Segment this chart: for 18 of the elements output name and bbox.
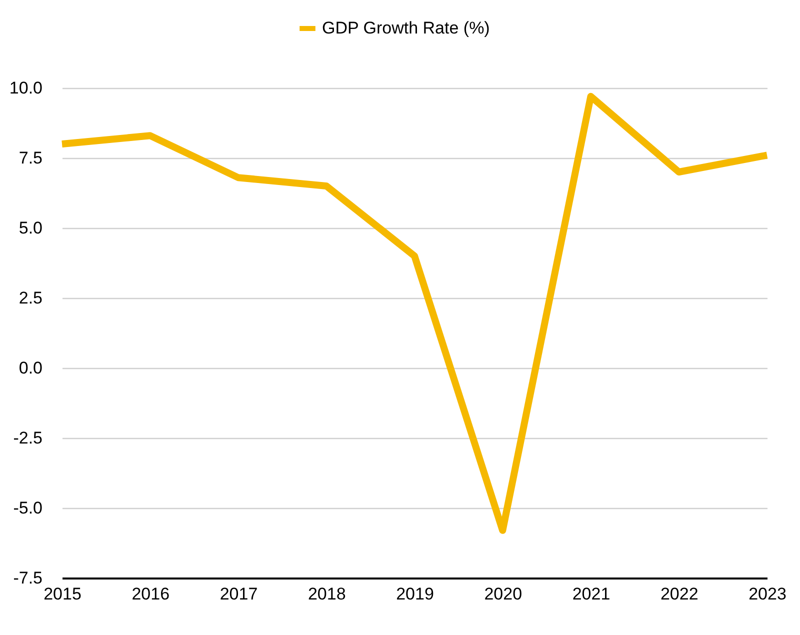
- y-tick-label: 0.0: [18, 358, 42, 378]
- x-tick-label: 2021: [572, 584, 610, 604]
- y-tick-label: -2.5: [13, 428, 42, 448]
- y-tick-label: 10.0: [9, 78, 42, 98]
- x-tick-label: 2015: [44, 584, 82, 604]
- x-tick-label: 2023: [748, 584, 786, 604]
- y-tick-label: -5.0: [13, 498, 42, 518]
- x-tick-label: 2018: [308, 584, 346, 604]
- y-tick-label: 7.5: [18, 148, 42, 168]
- x-tick-label: 2022: [660, 584, 698, 604]
- x-tick-label: 2017: [220, 584, 258, 604]
- y-tick-label: 5.0: [18, 218, 42, 238]
- x-tick-label: 2019: [396, 584, 434, 604]
- legend-label: GDP Growth Rate (%): [322, 18, 490, 38]
- x-tick-label: 2020: [484, 584, 522, 604]
- x-tick-label: 2016: [132, 584, 170, 604]
- y-tick-label: -7.5: [13, 568, 42, 588]
- y-tick-label: 2.5: [18, 288, 42, 308]
